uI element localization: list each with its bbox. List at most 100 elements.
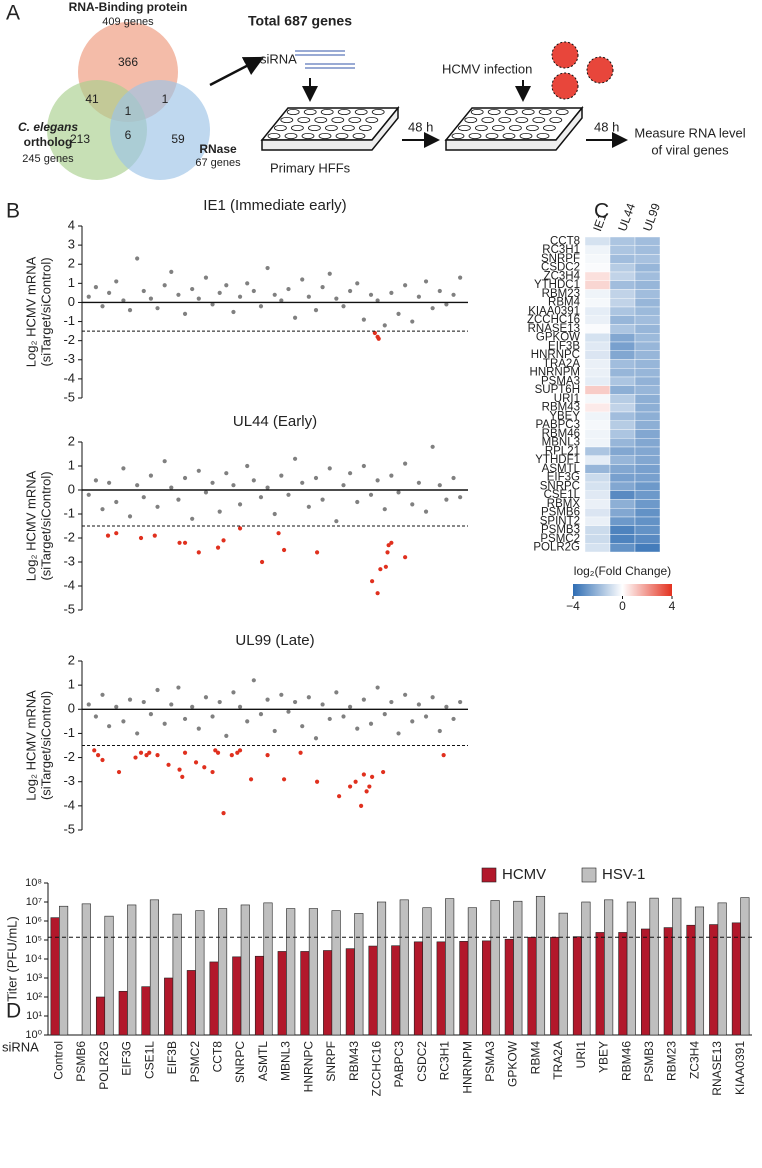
bar (81, 903, 91, 1036)
data-point (437, 483, 442, 488)
data-point (114, 279, 119, 284)
chart-title: IE1 (Immediate early) (203, 197, 346, 214)
data-point (341, 304, 346, 309)
readout-label: of viral genes (651, 142, 729, 157)
y-tick-label: -5 (63, 821, 75, 836)
y-tick-label: -2 (63, 749, 75, 764)
heatmap-cell (609, 236, 636, 246)
data-point (202, 765, 207, 770)
heatmap-cell (609, 534, 636, 544)
well (284, 132, 298, 139)
y-tick-label: 10⁴ (25, 953, 42, 965)
row-label: SNRPC (540, 480, 580, 492)
row-label: CSE1L (544, 489, 581, 501)
bar (413, 941, 424, 1036)
data-point (180, 774, 185, 779)
well (365, 117, 379, 124)
heatmap-cell (634, 254, 661, 264)
data-point (121, 298, 126, 303)
data-point (177, 767, 182, 772)
x-tick-label: MBNL3 (279, 1041, 293, 1081)
data-point (237, 294, 243, 299)
y-tick-label: 2 (68, 652, 75, 667)
bar (550, 936, 560, 1036)
data-point (210, 302, 215, 307)
x-tick-label: CCT8 (210, 1041, 224, 1073)
column-label: UL99 (640, 201, 663, 233)
well (320, 109, 334, 116)
well (549, 117, 563, 124)
data-point (279, 692, 284, 697)
heatmap-cell (609, 333, 636, 343)
data-point (138, 535, 144, 541)
data-point (355, 281, 360, 286)
x-tick-label: TRA2A (551, 1041, 565, 1080)
chart-title: UL99 (Late) (235, 632, 314, 649)
data-point (353, 779, 358, 784)
x-tick-label: YBEY (597, 1041, 611, 1073)
data-point (259, 559, 265, 565)
well (371, 109, 385, 116)
data-point (162, 283, 167, 288)
heatmap-cell (609, 350, 636, 360)
row-label: SNRPF (541, 253, 580, 265)
heatmap-cell (584, 464, 611, 474)
heatmap-cell (609, 420, 636, 430)
heatmap-cell (609, 543, 636, 553)
bar (504, 938, 514, 1036)
heatmap-cell (634, 411, 661, 421)
well (521, 109, 535, 116)
time-label: 48 h (594, 119, 619, 134)
data-point (245, 719, 250, 724)
y-axis-label: Log₂ HCMV mRNA (23, 690, 38, 801)
heatmap-cell (609, 464, 636, 474)
row-label: RBMX (547, 498, 581, 510)
data-point (169, 485, 174, 490)
y-tick-label: 10⁵ (25, 934, 42, 946)
data-point (444, 497, 449, 502)
data-point (196, 296, 201, 301)
heatmap-cell (584, 516, 611, 526)
venn-circle (110, 80, 210, 180)
data-point (176, 497, 181, 502)
x-tick-label: SNRPF (324, 1041, 338, 1082)
heatmap-cell (584, 359, 611, 369)
data-point (341, 483, 346, 488)
panel-letter: A (6, 2, 20, 25)
data-point (279, 473, 284, 478)
data-point (210, 480, 215, 485)
data-point (231, 309, 236, 315)
colorbar-tick-label: 0 (619, 599, 626, 613)
data-point (372, 330, 377, 336)
bar (149, 899, 159, 1036)
bar (641, 928, 651, 1036)
y-tick-label: 10⁰ (25, 1029, 42, 1041)
bar (232, 956, 242, 1036)
data-point (370, 579, 375, 584)
well (303, 109, 317, 116)
data-point (135, 256, 140, 261)
bar (694, 906, 705, 1036)
well (331, 117, 345, 124)
well (468, 132, 482, 139)
data-point (396, 731, 401, 736)
data-point (382, 507, 387, 512)
x-tick-label: RBM23 (665, 1041, 679, 1081)
row-label: ZC3H4 (544, 270, 581, 282)
data-point (385, 550, 390, 555)
bar (595, 932, 605, 1036)
data-point (182, 475, 188, 481)
data-point (276, 531, 281, 536)
heatmap-cell (634, 525, 661, 535)
row-label: RNASE13 (528, 323, 580, 335)
data-point (148, 712, 154, 717)
readout-label: Measure RNA level (634, 125, 745, 140)
data-point (93, 478, 99, 483)
x-tick-label: ZC3H4 (687, 1041, 701, 1079)
data-point (144, 753, 149, 758)
data-point (423, 714, 429, 719)
heatmap-cell (609, 446, 636, 456)
heatmap-cell (634, 368, 661, 378)
data-point (376, 336, 381, 341)
legend-label: HSV-1 (602, 866, 645, 883)
